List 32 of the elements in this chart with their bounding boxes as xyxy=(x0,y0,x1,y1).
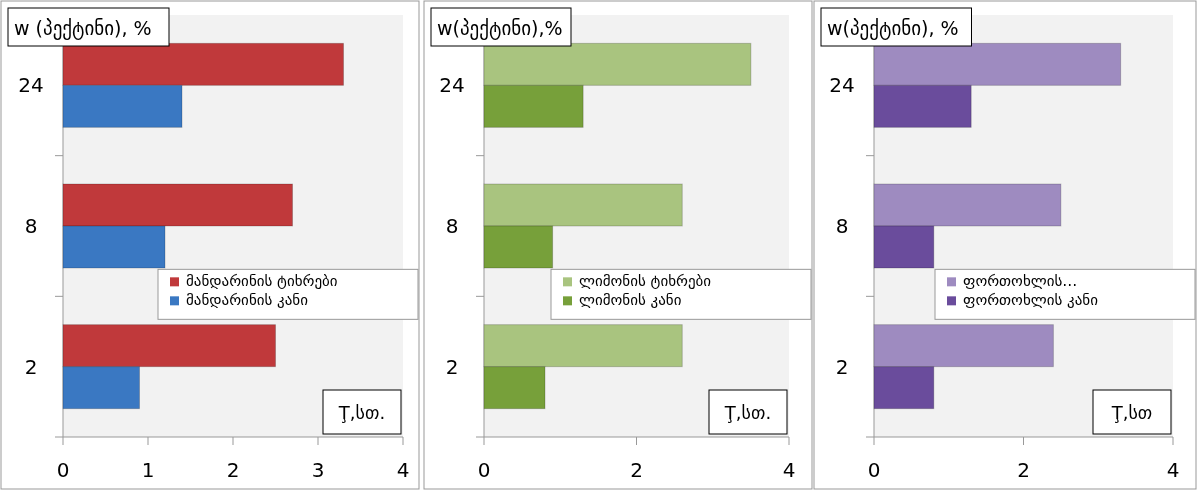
x-tick-label: 0 xyxy=(477,458,491,482)
x-tick-label: 2 xyxy=(630,458,643,482)
x-tick-label: 2 xyxy=(226,458,240,482)
y-axis-title: w(პექტინი), % xyxy=(827,17,959,40)
y-axis-title: w (პექტინი), % xyxy=(14,17,152,40)
legend-label: მანდარინის ტიხრები xyxy=(186,272,338,291)
x-tick-label: 1 xyxy=(141,458,155,482)
x-tick-label: 4 xyxy=(1166,458,1180,482)
legend-label: მანდარინის კანი xyxy=(186,291,309,310)
x-axis-title: Ţ,სთ. xyxy=(723,402,772,423)
legend-label: ლიმონის კანი xyxy=(579,291,682,310)
x-tick-label: 4 xyxy=(782,458,796,482)
y-tick-label: 24 xyxy=(439,73,465,98)
y-axis-title: w(პექტინი),% xyxy=(437,17,563,40)
y-tick-label: 8 xyxy=(24,214,38,238)
x-axis-title: Ţ,სთ xyxy=(1110,402,1153,423)
x-tick-label: 2 xyxy=(1017,458,1030,482)
y-tick-label: 24 xyxy=(829,73,855,98)
legend-label: ლიმონის ტიხრები xyxy=(579,272,712,291)
legend-label: ფორთოხლის კანი xyxy=(963,291,1099,310)
legend-label: ფორთოხლის… xyxy=(963,272,1078,291)
x-tick-label: 0 xyxy=(867,458,881,482)
y-tick-label: 2 xyxy=(445,354,459,379)
x-tick-label: 4 xyxy=(396,458,410,482)
y-tick-label: 2 xyxy=(835,354,849,379)
x-tick-label: 3 xyxy=(311,458,325,482)
x-axis-title: Ţ,სთ. xyxy=(337,402,386,423)
y-tick-label: 24 xyxy=(18,73,44,98)
x-tick-label: 0 xyxy=(56,458,70,482)
y-tick-label: 8 xyxy=(835,214,849,238)
y-tick-label: 2 xyxy=(24,354,38,379)
y-tick-label: 8 xyxy=(445,214,459,238)
